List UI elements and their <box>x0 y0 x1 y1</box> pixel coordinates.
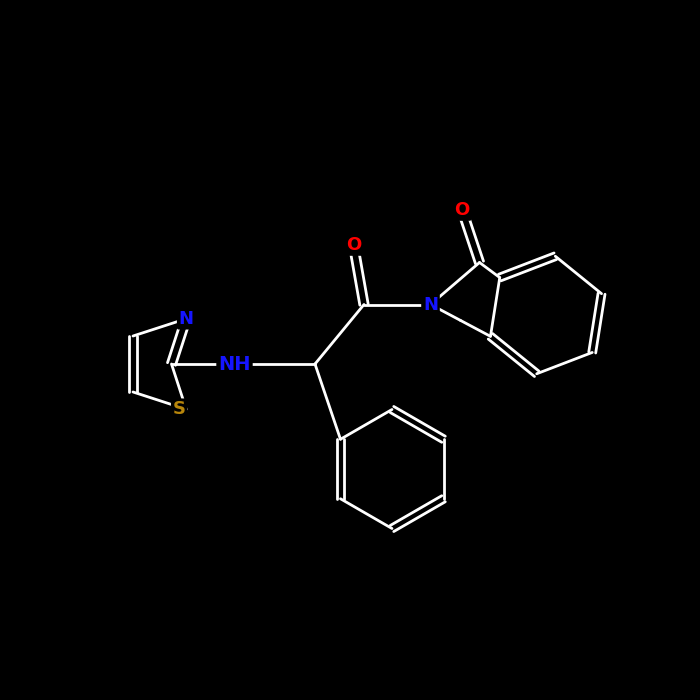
Text: O: O <box>346 236 361 254</box>
Text: NH: NH <box>218 354 251 374</box>
Text: O: O <box>454 201 470 219</box>
Text: N: N <box>423 295 438 314</box>
Text: S: S <box>173 400 186 419</box>
Text: N: N <box>178 309 194 328</box>
